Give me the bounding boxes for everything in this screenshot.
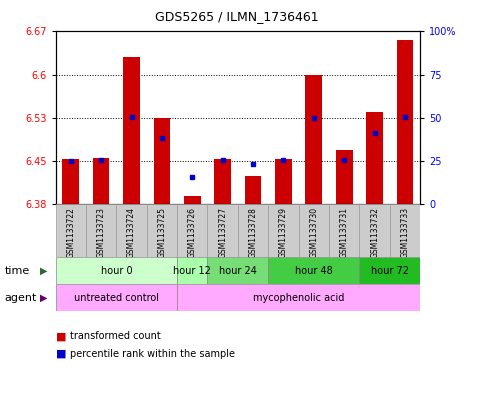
Text: GSM1133723: GSM1133723: [97, 207, 106, 258]
Bar: [359, 257, 420, 284]
Text: GSM1133724: GSM1133724: [127, 207, 136, 258]
Bar: [56, 284, 177, 311]
Text: time: time: [5, 266, 30, 276]
Text: agent: agent: [5, 292, 37, 303]
Bar: [93, 158, 110, 204]
Text: GSM1133725: GSM1133725: [157, 207, 167, 258]
Bar: [275, 159, 292, 204]
Text: mycophenolic acid: mycophenolic acid: [253, 292, 344, 303]
Bar: [86, 204, 116, 257]
Text: hour 0: hour 0: [100, 266, 132, 276]
Bar: [177, 204, 208, 257]
Text: ■: ■: [56, 331, 66, 342]
Bar: [329, 204, 359, 257]
Bar: [208, 257, 268, 284]
Text: hour 12: hour 12: [173, 266, 211, 276]
Bar: [390, 204, 420, 257]
Bar: [245, 176, 261, 204]
Bar: [154, 118, 170, 204]
Bar: [298, 204, 329, 257]
Text: ▶: ▶: [40, 266, 47, 276]
Bar: [238, 204, 268, 257]
Bar: [123, 57, 140, 204]
Bar: [268, 257, 359, 284]
Bar: [56, 257, 177, 284]
Text: GDS5265 / ILMN_1736461: GDS5265 / ILMN_1736461: [155, 10, 318, 23]
Bar: [366, 112, 383, 204]
Bar: [268, 204, 298, 257]
Text: GSM1133726: GSM1133726: [188, 207, 197, 258]
Text: GSM1133722: GSM1133722: [66, 207, 75, 258]
Bar: [177, 284, 420, 311]
Text: ■: ■: [56, 349, 66, 359]
Text: hour 72: hour 72: [371, 266, 409, 276]
Bar: [214, 160, 231, 204]
Text: GSM1133727: GSM1133727: [218, 207, 227, 258]
Bar: [56, 204, 86, 257]
Text: untreated control: untreated control: [74, 292, 159, 303]
Text: GSM1133728: GSM1133728: [249, 207, 257, 258]
Bar: [184, 196, 200, 204]
Bar: [397, 40, 413, 204]
Text: percentile rank within the sample: percentile rank within the sample: [70, 349, 235, 359]
Bar: [116, 204, 147, 257]
Text: transformed count: transformed count: [70, 331, 161, 342]
Bar: [147, 204, 177, 257]
Text: GSM1133731: GSM1133731: [340, 207, 349, 258]
Text: hour 24: hour 24: [219, 266, 257, 276]
Bar: [359, 204, 390, 257]
Bar: [208, 204, 238, 257]
Text: GSM1133729: GSM1133729: [279, 207, 288, 258]
Bar: [305, 75, 322, 204]
Text: GSM1133730: GSM1133730: [309, 207, 318, 258]
Text: hour 48: hour 48: [295, 266, 333, 276]
Bar: [62, 159, 79, 204]
Bar: [177, 257, 208, 284]
Text: ▶: ▶: [40, 292, 47, 303]
Text: GSM1133732: GSM1133732: [370, 207, 379, 258]
Text: GSM1133733: GSM1133733: [400, 207, 410, 258]
Bar: [336, 150, 353, 204]
